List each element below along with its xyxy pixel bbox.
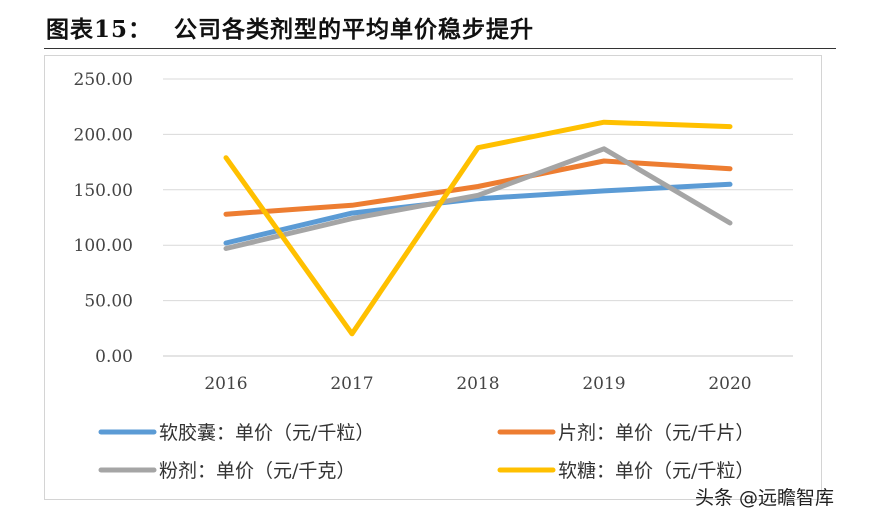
legend-label: 粉剂：单价（元/千克） xyxy=(159,460,355,482)
legend-label: 软糖：单价（元/千粒） xyxy=(558,460,754,482)
watermark: 头条 @远瞻智库 xyxy=(695,487,835,509)
series-line xyxy=(223,181,733,246)
y-tick-label: 0.00 xyxy=(95,347,133,367)
x-tick-label: 2019 xyxy=(582,374,625,394)
x-axis-ticks: 2016 2017 2018 2019 2020 xyxy=(204,374,751,394)
y-tick-label: 100.00 xyxy=(74,236,133,256)
x-tick-label: 2017 xyxy=(330,374,373,394)
x-tick-label: 2018 xyxy=(456,374,499,394)
chart-frame xyxy=(44,55,822,500)
x-tick-label: 2016 xyxy=(204,374,247,394)
series-lines xyxy=(223,119,733,337)
series-line xyxy=(223,146,733,251)
x-tick-label: 2020 xyxy=(708,374,751,394)
y-tick-label: 150.00 xyxy=(74,181,133,201)
figure-number: 图表15： xyxy=(46,16,153,43)
legend: 软胶囊：单价（元/千粒） 片剂：单价（元/千片） 粉剂：单价（元/千克） 软糖：单价（… xyxy=(98,422,754,482)
series-line xyxy=(223,158,733,217)
title-divider xyxy=(44,48,836,49)
series-line xyxy=(223,119,733,337)
gridlines xyxy=(163,78,793,357)
y-tick-label: 50.00 xyxy=(84,292,133,312)
figure-title: 图表15： 公司各类剂型的平均单价稳步提升 xyxy=(46,10,534,44)
y-tick-label: 200.00 xyxy=(74,125,133,145)
legend-label: 片剂：单价（元/千片） xyxy=(558,422,754,444)
legend-label: 软胶囊：单价（元/千粒） xyxy=(159,422,374,444)
y-tick-label: 250.00 xyxy=(74,70,133,90)
figure-title-text: 公司各类剂型的平均单价稳步提升 xyxy=(174,16,535,43)
y-axis-ticks: 0.00 50.00 100.00 150.00 200.00 250.00 xyxy=(74,70,133,367)
